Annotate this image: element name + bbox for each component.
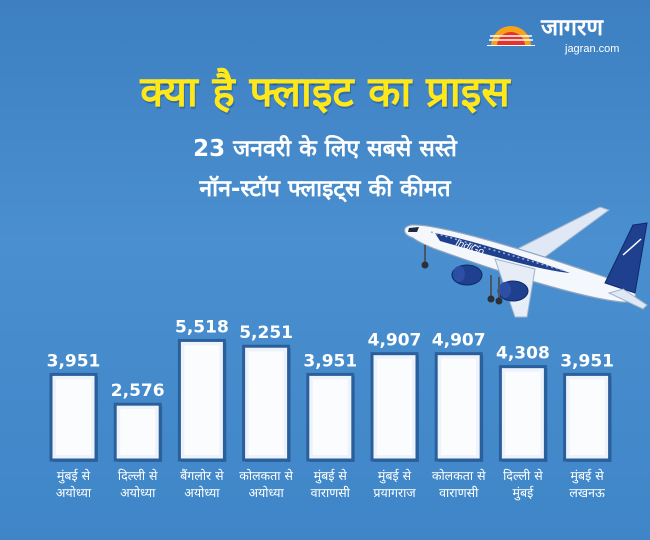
sun-logo-icon [487, 26, 535, 46]
bar-highlight [184, 345, 220, 455]
bar-value-label: 2,576 [111, 381, 165, 401]
category-label: दिल्ली से [118, 468, 158, 483]
bar-value-label: 3,951 [47, 351, 101, 371]
bar-highlight [505, 371, 541, 455]
category-label: अयोध्या [120, 485, 156, 500]
category-label: बैंगलोर से [180, 468, 224, 483]
bar-value-label: 3,951 [303, 351, 357, 371]
category-label: वाराणसी [311, 485, 351, 500]
category-label: दिल्ली से [503, 468, 543, 483]
category-label: कोलकता से [239, 468, 293, 483]
category-label: अयोध्या [184, 485, 220, 500]
bar-value-label: 4,907 [432, 331, 486, 351]
category-label: वाराणसी [439, 485, 479, 500]
category-label: मुंबई से [314, 468, 348, 484]
category-label: मुंबई से [571, 468, 605, 484]
bar-value-label: 5,251 [239, 323, 293, 343]
jagran-logo[interactable]: जागरण jagran.com [487, 14, 642, 60]
category-label: मुंबई से [57, 468, 91, 484]
bar-highlight [441, 358, 477, 455]
bar-value-label: 4,907 [368, 331, 422, 351]
category-label: अयोध्या [56, 485, 92, 500]
headline: क्या है फ्लाइट का प्राइस [140, 67, 510, 116]
category-label: प्रयागराज [373, 485, 416, 500]
bar-highlight [377, 358, 412, 455]
subtitle-line-1: 23 जनवरी के लिए सबसे सस्ते [193, 136, 457, 162]
bar-highlight [569, 379, 605, 455]
subtitle-line-2: नॉन-स्टॉप फ्लाइट्स की कीमत [199, 176, 451, 202]
bar-value-label: 3,951 [560, 351, 614, 371]
brand-name: जागरण [541, 15, 604, 41]
brand-url: jagran.com [565, 43, 620, 55]
category-label: मुंबई से [378, 468, 412, 484]
category-label: कोलकता से [432, 468, 486, 483]
bar-highlight [56, 379, 91, 455]
category-label: लखनऊ [569, 485, 605, 500]
category-label: अयोध्या [248, 485, 284, 500]
bar-highlight [120, 409, 156, 455]
bar-highlight [248, 351, 284, 455]
bar-highlight [312, 379, 348, 455]
bar-value-label: 4,308 [496, 344, 550, 364]
category-label: मुंबई [513, 485, 535, 501]
airplane-icon: IndiGo [403, 206, 648, 318]
bar-value-label: 5,518 [175, 317, 229, 337]
